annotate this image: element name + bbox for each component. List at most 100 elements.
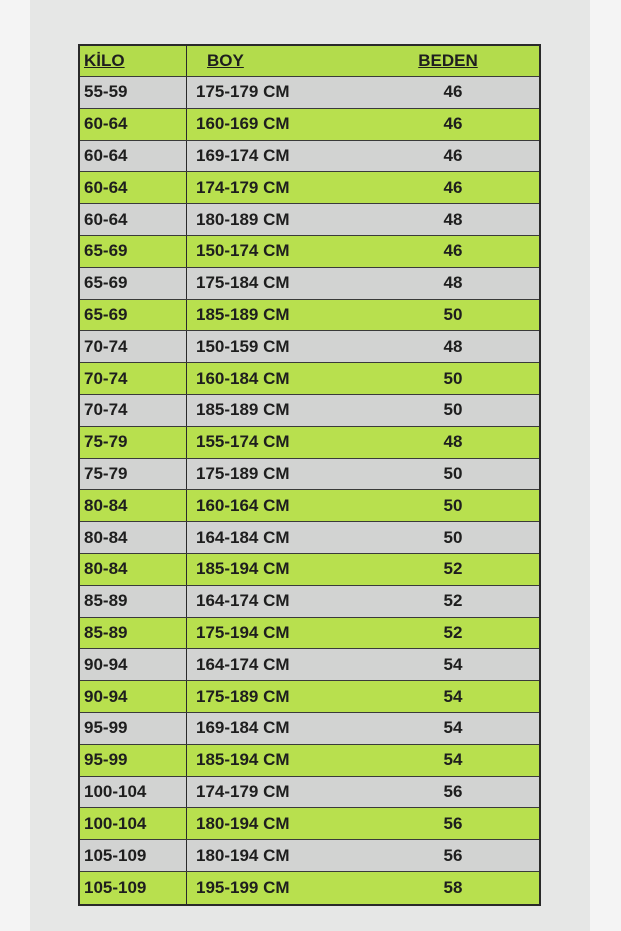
- cell-kilo: 65-69: [80, 267, 187, 299]
- cell-kilo: 65-69: [80, 235, 187, 267]
- cell-beden: 48: [443, 273, 463, 293]
- cell-beden: 46: [443, 177, 463, 197]
- cell-kilo: 60-64: [80, 204, 187, 235]
- cell-kilo: 60-64: [80, 172, 187, 204]
- cell-boy: 174-179 CM: [196, 177, 290, 197]
- cell-boy: 174-179 CM: [196, 781, 290, 801]
- table-row: 80-84 160-164 CM 50: [80, 490, 539, 523]
- cell-beden: 46: [443, 241, 463, 261]
- cell-kilo: 75-79: [80, 426, 187, 458]
- table-row: 95-99 169-184 CM 54: [80, 712, 539, 745]
- table-header: KİLO BOY BEDEN: [80, 46, 539, 77]
- cell-kilo: 65-69: [80, 299, 187, 331]
- cell-beden: 56: [443, 813, 463, 833]
- table-row: 70-74 150-159 CM 48: [80, 331, 539, 364]
- table-row: 90-94 175-189 CM 54: [80, 681, 539, 713]
- cell-kilo: 105-109: [80, 871, 187, 904]
- cell-boy: 164-184 CM: [196, 527, 290, 547]
- cell-boy: 175-189 CM: [196, 686, 290, 706]
- cell-kilo: 90-94: [80, 649, 187, 681]
- cell-kilo: 105-109: [80, 840, 187, 871]
- cell-boy: 160-169 CM: [196, 114, 290, 134]
- header-kilo: KİLO: [84, 51, 125, 70]
- cell-boy: 155-174 CM: [196, 432, 290, 452]
- table-row: 55-59 175-179 CM 46: [80, 77, 539, 109]
- table-row: 60-64 174-179 CM 46: [80, 172, 539, 205]
- header-beden: BEDEN: [418, 51, 478, 70]
- cell-beden: 50: [443, 368, 463, 388]
- cell-boy: 185-194 CM: [196, 750, 290, 770]
- cell-beden: 48: [443, 209, 463, 229]
- cell-beden: 52: [443, 591, 463, 611]
- cell-kilo: 100-104: [80, 776, 187, 808]
- cell-beden: 56: [443, 845, 463, 865]
- cell-kilo: 80-84: [80, 522, 187, 553]
- cell-kilo: 70-74: [80, 394, 187, 426]
- cell-beden: 46: [443, 114, 463, 134]
- table-row: 105-109 195-199 CM 58: [80, 871, 539, 904]
- cell-boy: 175-179 CM: [196, 82, 290, 102]
- cell-beden: 48: [443, 432, 463, 452]
- cell-beden: 48: [443, 336, 463, 356]
- cell-beden: 56: [443, 781, 463, 801]
- cell-beden: 58: [443, 877, 463, 897]
- cell-beden: 50: [443, 304, 463, 324]
- cell-beden: 46: [443, 82, 463, 102]
- cell-boy: 169-184 CM: [196, 718, 290, 738]
- table-row: 65-69 150-174 CM 46: [80, 235, 539, 268]
- table-row: 90-94 164-174 CM 54: [80, 649, 539, 682]
- cell-kilo: 95-99: [80, 744, 187, 776]
- cell-kilo: 75-79: [80, 458, 187, 490]
- cell-boy: 185-189 CM: [196, 304, 290, 324]
- cell-beden: 46: [443, 145, 463, 165]
- header-beden-cell: BEDEN: [387, 51, 539, 71]
- cell-kilo: 70-74: [80, 331, 187, 363]
- cell-boy: 185-189 CM: [196, 400, 290, 420]
- cell-kilo: 85-89: [80, 617, 187, 649]
- cell-beden: 50: [443, 527, 463, 547]
- cell-boy: 175-184 CM: [196, 273, 290, 293]
- header-boy-cell: BOY: [187, 46, 387, 76]
- cell-boy: 160-184 CM: [196, 368, 290, 388]
- cell-kilo: 95-99: [80, 712, 187, 744]
- table-row: 65-69 185-189 CM 50: [80, 299, 539, 332]
- size-chart-table: KİLO BOY BEDEN 55-59 175-179 CM 46 60-64 160…: [78, 44, 541, 906]
- cell-boy: 180-194 CM: [196, 845, 290, 865]
- header-kilo-cell: KİLO: [80, 46, 187, 76]
- cell-boy: 150-159 CM: [196, 336, 290, 356]
- cell-boy: 175-194 CM: [196, 622, 290, 642]
- cell-boy: 169-174 CM: [196, 145, 290, 165]
- cell-kilo: 100-104: [80, 808, 187, 840]
- table-row: 80-84 164-184 CM 50: [80, 522, 539, 554]
- cell-boy: 164-174 CM: [196, 591, 290, 611]
- cell-beden: 50: [443, 400, 463, 420]
- table-row: 60-64 169-174 CM 46: [80, 140, 539, 173]
- cell-kilo: 70-74: [80, 363, 187, 394]
- table-row: 85-89 175-194 CM 52: [80, 617, 539, 650]
- header-boy: BOY: [207, 51, 244, 70]
- cell-kilo: 60-64: [80, 108, 187, 140]
- cell-beden: 54: [443, 654, 463, 674]
- cell-kilo: 90-94: [80, 681, 187, 712]
- table-row: 70-74 160-184 CM 50: [80, 363, 539, 395]
- cell-kilo: 80-84: [80, 490, 187, 522]
- table-row: 95-99 185-194 CM 54: [80, 744, 539, 777]
- table-row: 60-64 180-189 CM 48: [80, 204, 539, 236]
- table-row: 85-89 164-174 CM 52: [80, 585, 539, 618]
- table-row: 100-104 174-179 CM 56: [80, 776, 539, 809]
- table-row: 100-104 180-194 CM 56: [80, 808, 539, 841]
- table-row: 75-79 155-174 CM 48: [80, 426, 539, 459]
- cell-boy: 160-164 CM: [196, 495, 290, 515]
- cell-beden: 50: [443, 495, 463, 515]
- table-row: 80-84 185-194 CM 52: [80, 553, 539, 586]
- cell-boy: 180-194 CM: [196, 813, 290, 833]
- cell-beden: 54: [443, 750, 463, 770]
- cell-beden: 54: [443, 718, 463, 738]
- cell-boy: 164-174 CM: [196, 654, 290, 674]
- cell-boy: 180-189 CM: [196, 209, 290, 229]
- cell-kilo: 60-64: [80, 140, 187, 172]
- cell-kilo: 85-89: [80, 585, 187, 617]
- cell-kilo: 80-84: [80, 553, 187, 585]
- table-row: 65-69 175-184 CM 48: [80, 267, 539, 300]
- cell-boy: 175-189 CM: [196, 463, 290, 483]
